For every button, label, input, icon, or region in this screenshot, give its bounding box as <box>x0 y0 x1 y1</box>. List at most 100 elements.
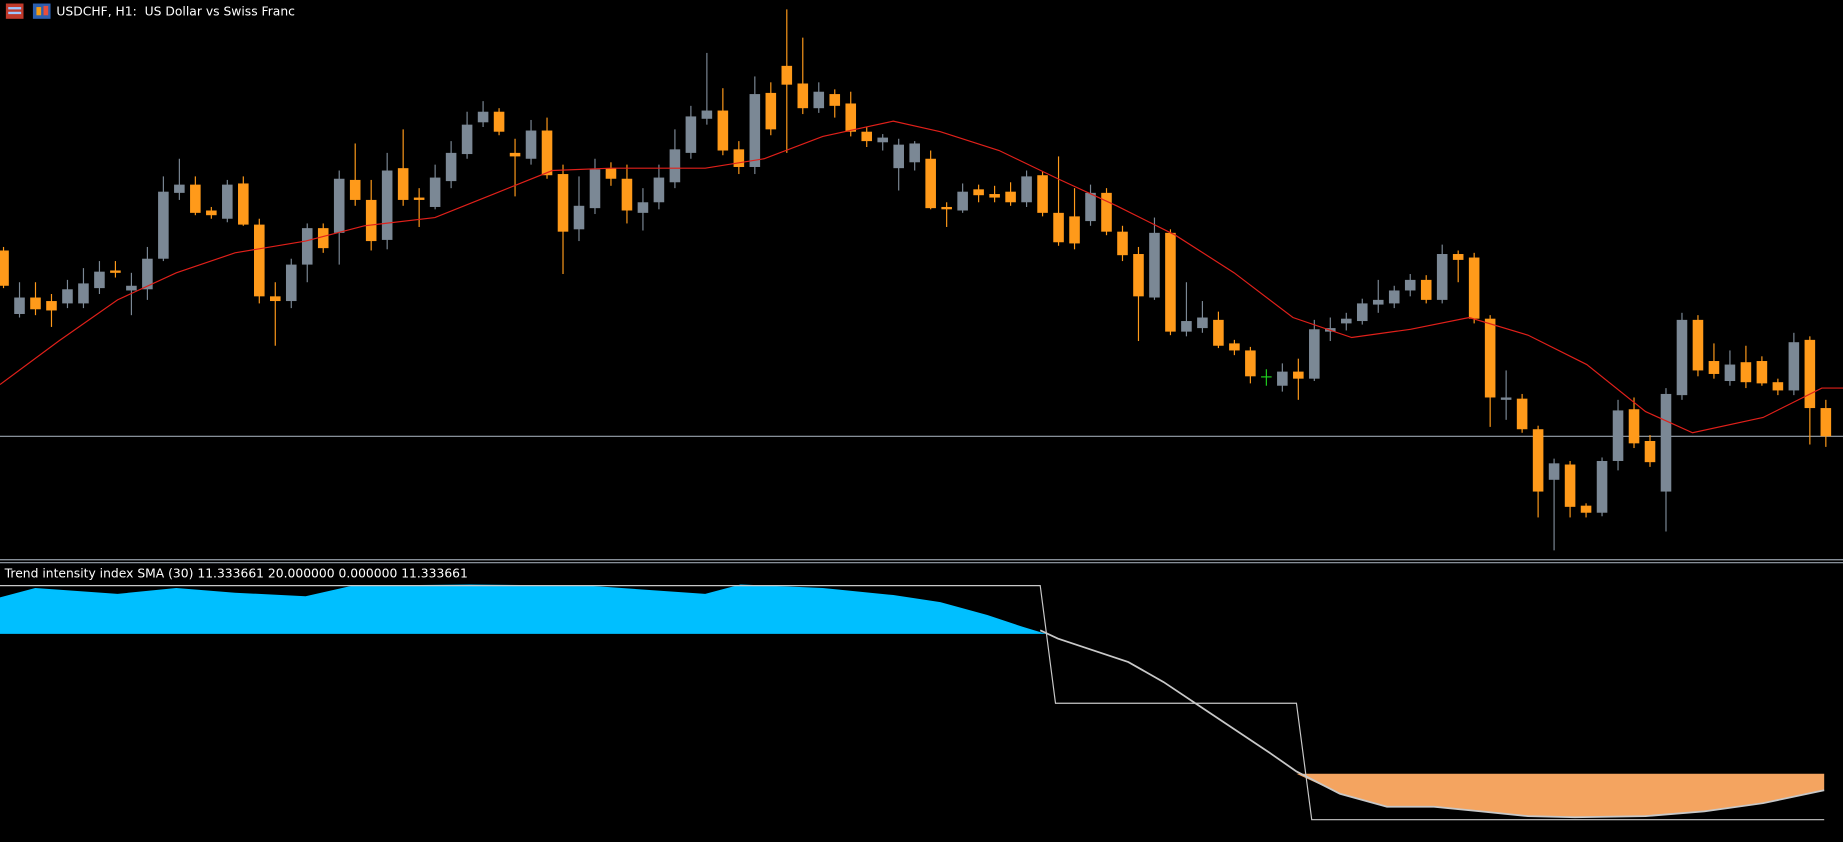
candle-body <box>653 177 665 203</box>
candle <box>1309 319 1320 382</box>
candle <box>365 179 377 251</box>
candle-body <box>1676 319 1688 396</box>
candle <box>1564 460 1576 518</box>
candle-body <box>1564 464 1576 507</box>
candle-body <box>509 152 521 157</box>
candle <box>1500 370 1512 420</box>
candle-body <box>1500 397 1512 400</box>
candle <box>669 129 681 189</box>
candle-body <box>14 297 25 314</box>
candle-body <box>1804 339 1816 409</box>
candle <box>1580 503 1592 518</box>
candle <box>333 170 345 265</box>
candle-body <box>1085 192 1096 222</box>
positive-area <box>0 584 1047 634</box>
candle <box>1628 397 1640 449</box>
candle-body <box>158 191 169 259</box>
candle-body <box>1644 440 1656 463</box>
candle-body <box>525 130 537 159</box>
candle <box>701 52 713 125</box>
candle <box>1117 225 1128 262</box>
candle <box>781 9 793 153</box>
candle-body <box>669 149 681 183</box>
candle-body <box>126 285 137 291</box>
candle-body <box>429 177 441 207</box>
candle-body <box>989 194 1000 198</box>
candle <box>1213 311 1224 349</box>
candle <box>1277 363 1288 392</box>
candle-body <box>1484 318 1496 398</box>
candle-body <box>1069 216 1080 244</box>
candle <box>973 184 984 203</box>
candle <box>957 183 968 213</box>
candle-body <box>973 189 984 196</box>
candle <box>1021 170 1032 207</box>
candle <box>254 218 265 304</box>
candle <box>1788 332 1800 396</box>
candle <box>1293 358 1304 400</box>
candle-body <box>493 111 505 132</box>
candle-body <box>573 205 585 230</box>
candle-body <box>1053 212 1064 243</box>
candle <box>1484 315 1496 427</box>
candle <box>1516 393 1528 433</box>
candle <box>1436 244 1448 304</box>
candle <box>1452 250 1464 283</box>
candle-body <box>1708 361 1720 374</box>
candle <box>0 246 9 289</box>
candle <box>1245 346 1256 384</box>
candle <box>829 89 841 118</box>
candle <box>1005 182 1016 206</box>
candle <box>1149 217 1160 300</box>
candle-body <box>1548 463 1560 480</box>
candle <box>925 150 936 210</box>
candle <box>1037 171 1048 217</box>
candle-body <box>1356 303 1368 322</box>
candle-body <box>1213 319 1224 346</box>
candle-body <box>701 110 713 119</box>
candle <box>1468 252 1480 324</box>
candle-body <box>765 92 777 130</box>
candle-body <box>46 301 57 311</box>
candle <box>110 261 121 278</box>
candle <box>1756 356 1768 386</box>
candle-body <box>829 94 841 106</box>
candle-body <box>190 184 201 213</box>
candle-body <box>349 179 361 200</box>
candle-body <box>1596 460 1608 513</box>
chart-icon[interactable] <box>5 3 51 19</box>
candle-body <box>397 168 409 200</box>
candle <box>1724 350 1736 386</box>
candle <box>349 143 361 206</box>
candle <box>1404 274 1416 297</box>
candle-body <box>941 206 952 210</box>
candle-body <box>1149 232 1160 298</box>
candle-body <box>637 202 649 213</box>
candle-body <box>1277 371 1288 386</box>
candle <box>158 176 169 262</box>
candle-body <box>557 174 569 232</box>
candle-body <box>461 124 473 155</box>
candle <box>1548 458 1560 551</box>
candle <box>845 91 857 137</box>
candle <box>1340 312 1352 331</box>
candle <box>1181 282 1192 337</box>
candle-body <box>1021 176 1032 203</box>
candle <box>605 162 617 186</box>
candle-body <box>1740 362 1752 383</box>
candle <box>1261 369 1272 386</box>
candles <box>0 9 1832 551</box>
candle-body <box>1756 361 1768 384</box>
candle <box>222 179 233 223</box>
candle-body <box>1612 410 1624 461</box>
candle-body <box>1181 321 1192 332</box>
candle-body <box>877 137 889 143</box>
candle <box>685 105 697 159</box>
candle-body <box>238 183 249 225</box>
candle <box>1197 301 1208 333</box>
candle <box>877 134 889 151</box>
candle-body <box>333 178 345 233</box>
candle <box>301 223 313 283</box>
candle-body <box>1197 317 1208 329</box>
